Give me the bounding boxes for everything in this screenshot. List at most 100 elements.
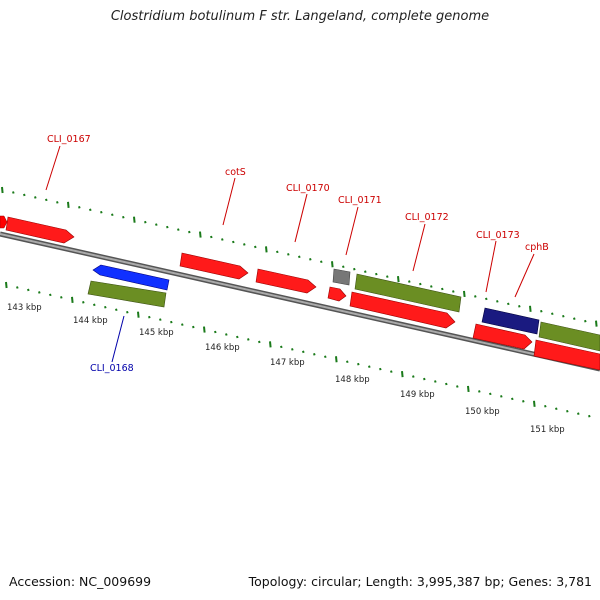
major-tick [463, 290, 466, 298]
minor-tick [588, 414, 591, 418]
major-tick [199, 231, 202, 238]
backbone [0, 231, 600, 372]
gene-label-cli-0173[interactable]: CLI_0173 [476, 230, 520, 241]
gene-label-cli-0171[interactable]: CLI_0171 [338, 195, 382, 206]
minor-tick [232, 240, 235, 244]
major-tick [5, 281, 8, 289]
minor-tick [122, 215, 125, 219]
minor-tick [38, 291, 41, 294]
major-tick [335, 356, 338, 363]
scale-label: 143 kbp [7, 303, 42, 313]
minor-tick [214, 330, 217, 334]
gene-label-cphb[interactable]: cphB [525, 242, 549, 253]
gene-cli-0173-navy[interactable] [481, 307, 540, 335]
gene-cphb[interactable] [533, 339, 600, 371]
minor-tick [379, 367, 382, 371]
minor-tick [342, 265, 345, 269]
gene-cphb-rna[interactable] [538, 321, 600, 352]
minor-tick [452, 290, 455, 293]
minor-tick [177, 228, 180, 231]
major-tick [331, 261, 334, 268]
major-tick [269, 341, 272, 348]
major-tick [401, 371, 404, 378]
minor-tick [540, 309, 543, 313]
leader-cphb [514, 253, 535, 298]
minor-tick [496, 300, 499, 303]
minor-tick [412, 375, 415, 378]
gene-label-cli-0172[interactable]: CLI_0172 [405, 212, 449, 223]
leader-cli-0173 [485, 240, 497, 293]
minor-tick [181, 323, 184, 326]
minor-tick [82, 301, 85, 304]
minor-tick [280, 345, 283, 349]
gene-label-cli-0168[interactable]: CLI_0168 [90, 363, 134, 374]
genome-title: Clostridium botulinum F str. Langeland, … [110, 9, 490, 24]
minor-tick [60, 296, 63, 299]
minor-tick [166, 225, 169, 229]
minor-tick [159, 318, 162, 321]
major-tick [133, 216, 136, 223]
major-tick [265, 246, 268, 253]
minor-tick [210, 235, 213, 239]
minor-tick [221, 238, 224, 241]
gene-cli-0172[interactable] [349, 291, 456, 329]
minor-tick [566, 409, 569, 413]
gene-cots[interactable] [179, 252, 249, 280]
gene-cli-0172-rna[interactable] [354, 273, 462, 313]
minor-tick [78, 206, 81, 209]
gene-label-cli-0170[interactable]: CLI_0170 [286, 183, 330, 194]
minor-tick [423, 377, 426, 381]
minor-tick [170, 320, 173, 324]
gene-cli-0166-partial[interactable] [0, 215, 8, 229]
minor-tick [511, 397, 514, 401]
gene-cli-0171-gray[interactable] [332, 268, 351, 286]
inner-tick-track [5, 281, 591, 418]
leader-cli-0170 [294, 193, 308, 243]
minor-tick [287, 253, 290, 256]
minor-tick [500, 395, 503, 398]
leader-cots [222, 177, 236, 226]
minor-tick [291, 348, 294, 351]
minor-tick [23, 193, 26, 197]
gene-cli-0173[interactable] [472, 323, 533, 350]
minor-tick [364, 270, 367, 273]
minor-tick [456, 385, 459, 388]
gene-cli-0167[interactable] [5, 216, 75, 244]
minor-tick [49, 293, 52, 297]
gene-cli-0170[interactable] [255, 268, 317, 294]
scale-label: 147 kbp [270, 358, 305, 368]
major-tick [71, 296, 74, 303]
minor-tick [111, 213, 114, 217]
minor-tick [577, 412, 580, 415]
major-tick [203, 326, 206, 333]
minor-tick [258, 340, 261, 344]
minor-tick [408, 280, 411, 283]
gene-label-cli-0167[interactable]: CLI_0167 [47, 134, 91, 145]
minor-tick [56, 201, 59, 204]
minor-tick [320, 260, 323, 264]
major-tick [595, 320, 598, 327]
scale-label: 151 kbp [530, 425, 565, 435]
minor-tick [478, 390, 481, 393]
minor-tick [16, 286, 19, 289]
minor-tick [34, 196, 37, 199]
gene-cli-0168-blue[interactable] [92, 264, 170, 291]
major-tick [1, 186, 4, 194]
minor-tick [368, 365, 371, 368]
minor-tick [126, 310, 129, 314]
minor-tick [430, 285, 433, 288]
minor-tick [386, 275, 389, 278]
minor-tick [518, 305, 521, 308]
major-tick [533, 400, 536, 407]
gene-cli-0171[interactable] [327, 286, 347, 302]
gene-label-cots[interactable]: cotS [225, 167, 246, 178]
gene-label-group: CLI_0167 cotS CLI_0170 CLI_0171 CLI_0172… [47, 134, 549, 374]
minor-tick [247, 338, 250, 341]
minor-tick [357, 362, 360, 366]
gene-cli-0168-rna[interactable] [87, 280, 167, 308]
minor-tick [27, 288, 30, 292]
minor-tick [544, 404, 547, 408]
minor-tick [474, 295, 477, 298]
minor-tick [584, 319, 587, 323]
